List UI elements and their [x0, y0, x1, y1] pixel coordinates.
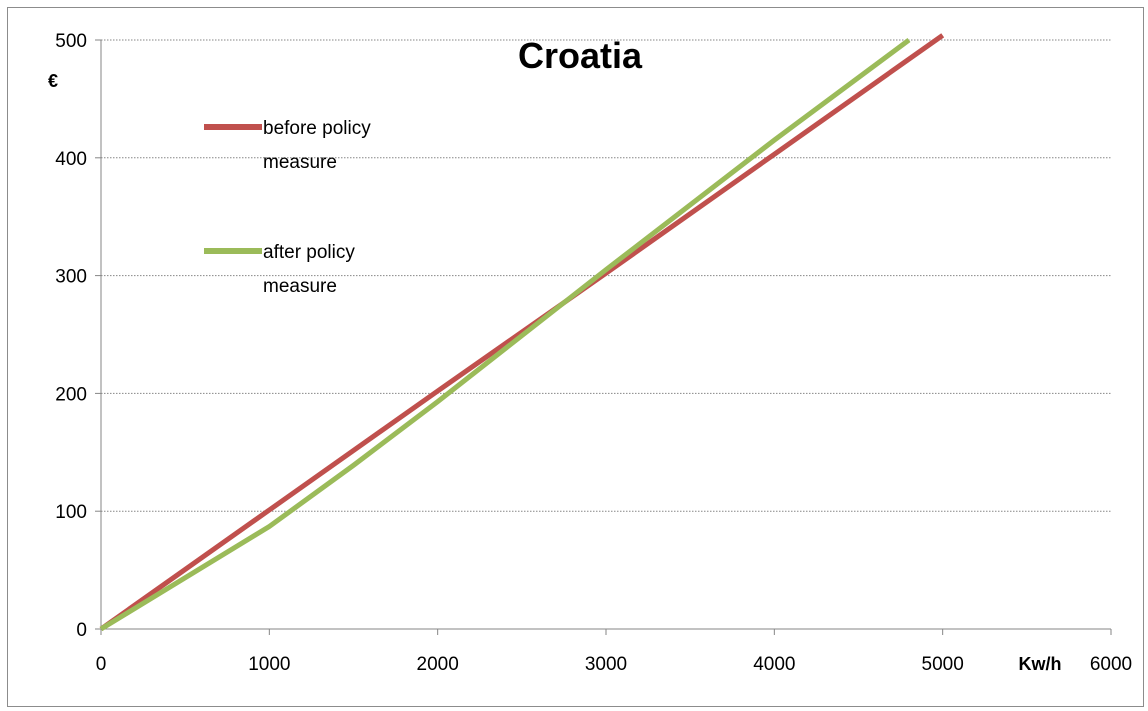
y-axis-label: € [48, 71, 58, 91]
y-tick-label: 200 [55, 384, 87, 405]
x-tick-label: 0 [96, 654, 107, 675]
legend-label: before policy [263, 118, 371, 139]
series-lines [99, 33, 945, 632]
chart-title: Croatia [518, 35, 643, 76]
series-line-after-policy [99, 37, 911, 632]
series-line-before-policy [99, 33, 945, 632]
legend-label: measure [263, 276, 337, 297]
x-tick-label: 3000 [585, 654, 627, 675]
y-tick-label: 500 [55, 31, 87, 52]
y-tick-label: 400 [55, 149, 87, 170]
chart-area [7, 7, 1144, 707]
y-tick-label: 300 [55, 267, 87, 288]
x-tick-label: 2000 [417, 654, 459, 675]
y-tick-label: 100 [55, 502, 87, 523]
x-tick-label: 6000 [1090, 654, 1132, 675]
legend-label: measure [263, 152, 337, 173]
x-axis-label: Kw/h [1019, 654, 1062, 674]
x-tick-label: 1000 [248, 654, 290, 675]
y-tick-label: 0 [76, 620, 87, 641]
legend: before policy measure after policy measure [204, 118, 371, 297]
legend-label: after policy [263, 242, 355, 263]
x-tick-label: 5000 [922, 654, 964, 675]
x-tick-label: 4000 [753, 654, 795, 675]
